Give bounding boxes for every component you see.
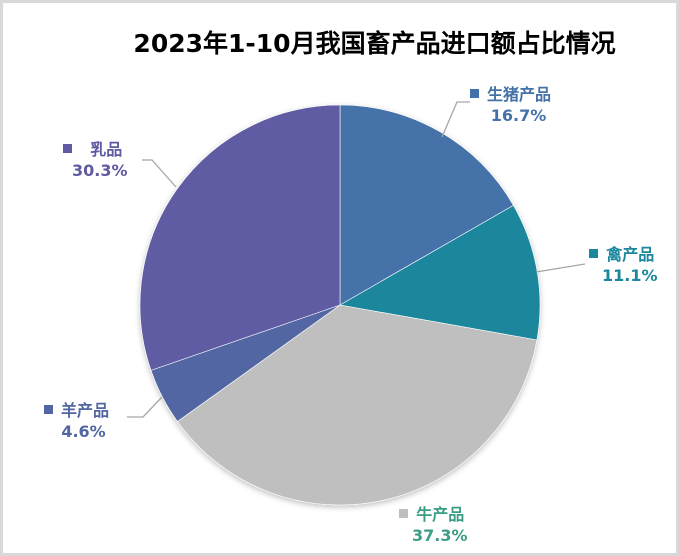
leader-line-dairy [142, 159, 177, 188]
legend-swatch-icon [63, 144, 73, 153]
label-percent: 11.1% [602, 266, 658, 285]
leader-line-mutton [127, 396, 163, 418]
data-label-beef: 牛产品 37.3% [396, 504, 468, 546]
pie-slice [177, 304, 538, 506]
data-label-dairy: 乳品 30.3% [58, 139, 128, 181]
leader-line-pork [441, 101, 470, 138]
label-percent: 16.7% [490, 106, 547, 125]
label-name: 生猪产品 [487, 85, 552, 104]
label-name: 禽产品 [606, 245, 655, 264]
data-label-poultry: 禽产品 11.1% [586, 244, 658, 286]
label-percent: 4.6% [61, 422, 106, 441]
leader-line-poultry [535, 263, 586, 273]
label-percent: 37.3% [412, 526, 468, 545]
label-name: 牛产品 [416, 505, 465, 524]
legend-swatch-icon [589, 249, 599, 258]
legend-swatch-icon [44, 405, 53, 414]
legend-swatch-icon [470, 89, 479, 98]
pie-slice [139, 104, 341, 371]
label-percent: 30.3% [72, 161, 128, 180]
chart-title: 2023年1-10月我国畜产品进口额占比情况 [133, 29, 616, 58]
pie-slice [339, 104, 514, 306]
label-name: 乳品 [90, 140, 123, 159]
pie-slice [339, 204, 541, 341]
label-name: 羊产品 [61, 401, 110, 420]
legend-swatch-icon [399, 509, 409, 518]
data-label-mutton: 羊产品 4.6% [44, 400, 109, 442]
data-label-pork: 生猪产品 16.7% [470, 84, 551, 126]
